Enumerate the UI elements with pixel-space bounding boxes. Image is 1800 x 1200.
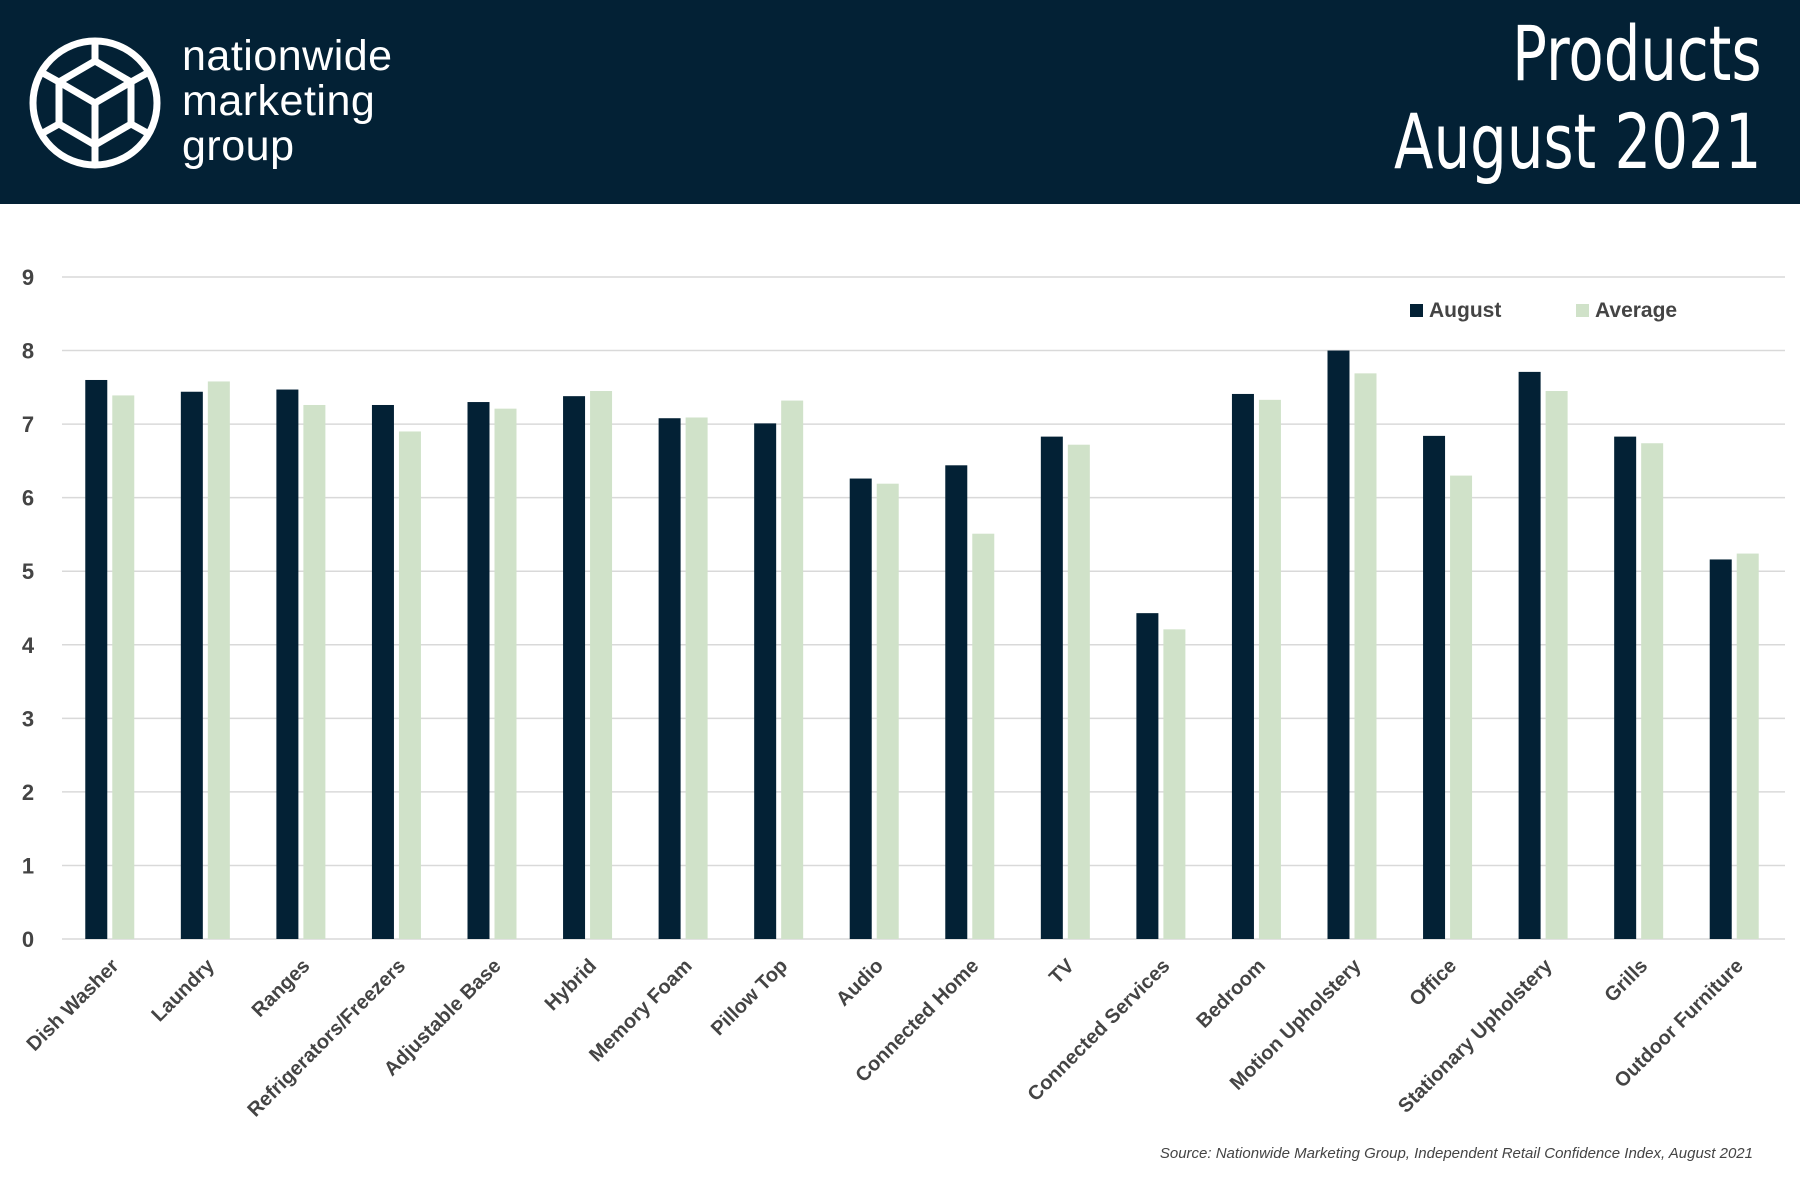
x-tick-label: Bedroom bbox=[1192, 955, 1270, 1033]
bar-august bbox=[1423, 435, 1446, 939]
bar-august bbox=[371, 404, 394, 939]
y-tick-label: 3 bbox=[22, 706, 34, 731]
header-banner: nationwide marketing group Products Augu… bbox=[0, 0, 1800, 204]
bar-august bbox=[1709, 559, 1732, 939]
y-tick-label: 1 bbox=[22, 853, 34, 878]
bar-august bbox=[1327, 350, 1350, 939]
bar-average bbox=[303, 404, 326, 939]
bar-average bbox=[685, 417, 708, 939]
bar-average bbox=[1258, 399, 1281, 939]
bar-average bbox=[207, 381, 230, 940]
x-tick-label: Refrigerators/Freezers bbox=[244, 955, 410, 1121]
bar-average bbox=[1354, 373, 1377, 939]
bar-average bbox=[1736, 553, 1759, 939]
x-tick-label: Stationary Upholstery bbox=[1394, 954, 1557, 1117]
x-tick-label: Laundry bbox=[148, 954, 220, 1026]
bar-average bbox=[876, 483, 899, 939]
x-tick-label: Audio bbox=[832, 955, 888, 1011]
bar-average bbox=[1545, 391, 1568, 939]
bar-average bbox=[112, 395, 135, 939]
x-tick-label: Dish Washer bbox=[23, 955, 124, 1056]
bar-chart: 0 1 2 3 4 5 6 7 8 9 Dish Washer Laundry RangesRefrig… bbox=[22, 265, 1785, 1121]
brand-name: nationwide marketing group bbox=[182, 34, 393, 169]
x-tick-label: Memory Foam bbox=[585, 955, 696, 1066]
x-tick-label: Ranges bbox=[248, 955, 315, 1022]
bar-average bbox=[1163, 629, 1186, 939]
y-tick-label: 6 bbox=[22, 486, 34, 511]
legend-swatch-august bbox=[1410, 304, 1423, 317]
brand-line-1: nationwide bbox=[182, 32, 393, 80]
x-tick-label: Office bbox=[1405, 955, 1461, 1011]
bar-august bbox=[1231, 393, 1254, 939]
bar-august bbox=[467, 402, 490, 939]
y-tick-label: 4 bbox=[22, 633, 35, 658]
page-title: Products August 2021 bbox=[1395, 10, 1762, 186]
x-tick-label: Hybrid bbox=[541, 955, 601, 1015]
title-line-1: Products bbox=[1512, 9, 1762, 98]
bar-august bbox=[754, 423, 777, 939]
bar-august bbox=[945, 465, 968, 939]
x-tick-label: TV bbox=[1045, 955, 1079, 989]
bar-august bbox=[1040, 436, 1063, 939]
y-tick-label: 5 bbox=[22, 559, 34, 584]
nmg-logo-icon bbox=[29, 37, 161, 169]
bar-august bbox=[849, 478, 872, 939]
bar-average bbox=[494, 408, 517, 939]
bar-august bbox=[180, 391, 203, 939]
bar-august bbox=[1136, 613, 1159, 939]
x-tick-label: Pillow Top bbox=[707, 955, 792, 1040]
legend-swatch-average bbox=[1576, 304, 1589, 317]
bar-august bbox=[276, 389, 299, 939]
y-tick-label: 8 bbox=[22, 339, 34, 364]
x-tick-label: Grills bbox=[1600, 955, 1652, 1007]
y-tick-label: 0 bbox=[22, 927, 34, 952]
brand-line-3: group bbox=[182, 122, 295, 170]
bar-average bbox=[781, 400, 804, 939]
bar-average bbox=[1067, 444, 1090, 939]
bar-average bbox=[590, 391, 613, 939]
bar-average bbox=[972, 533, 995, 939]
y-tick-label: 2 bbox=[22, 780, 34, 805]
legend-label: August bbox=[1429, 299, 1501, 322]
source-note: Source: Nationwide Marketing Group, Inde… bbox=[1159, 1145, 1753, 1162]
y-tick-label: 7 bbox=[22, 412, 34, 437]
bar-august bbox=[85, 379, 108, 939]
x-tick-label: Connected Services bbox=[1024, 955, 1175, 1106]
bar-average bbox=[1450, 475, 1473, 939]
bar-average bbox=[398, 431, 421, 939]
title-line-2: August 2021 bbox=[1394, 97, 1762, 186]
bar-august bbox=[1614, 436, 1637, 939]
bar-august bbox=[563, 396, 586, 939]
bar-average bbox=[1641, 443, 1664, 939]
bar-august bbox=[658, 418, 681, 939]
brand-line-2: marketing bbox=[182, 77, 376, 125]
legend-label: Average bbox=[1595, 299, 1677, 322]
bar-august bbox=[1518, 371, 1541, 939]
y-tick-label: 9 bbox=[22, 265, 34, 290]
